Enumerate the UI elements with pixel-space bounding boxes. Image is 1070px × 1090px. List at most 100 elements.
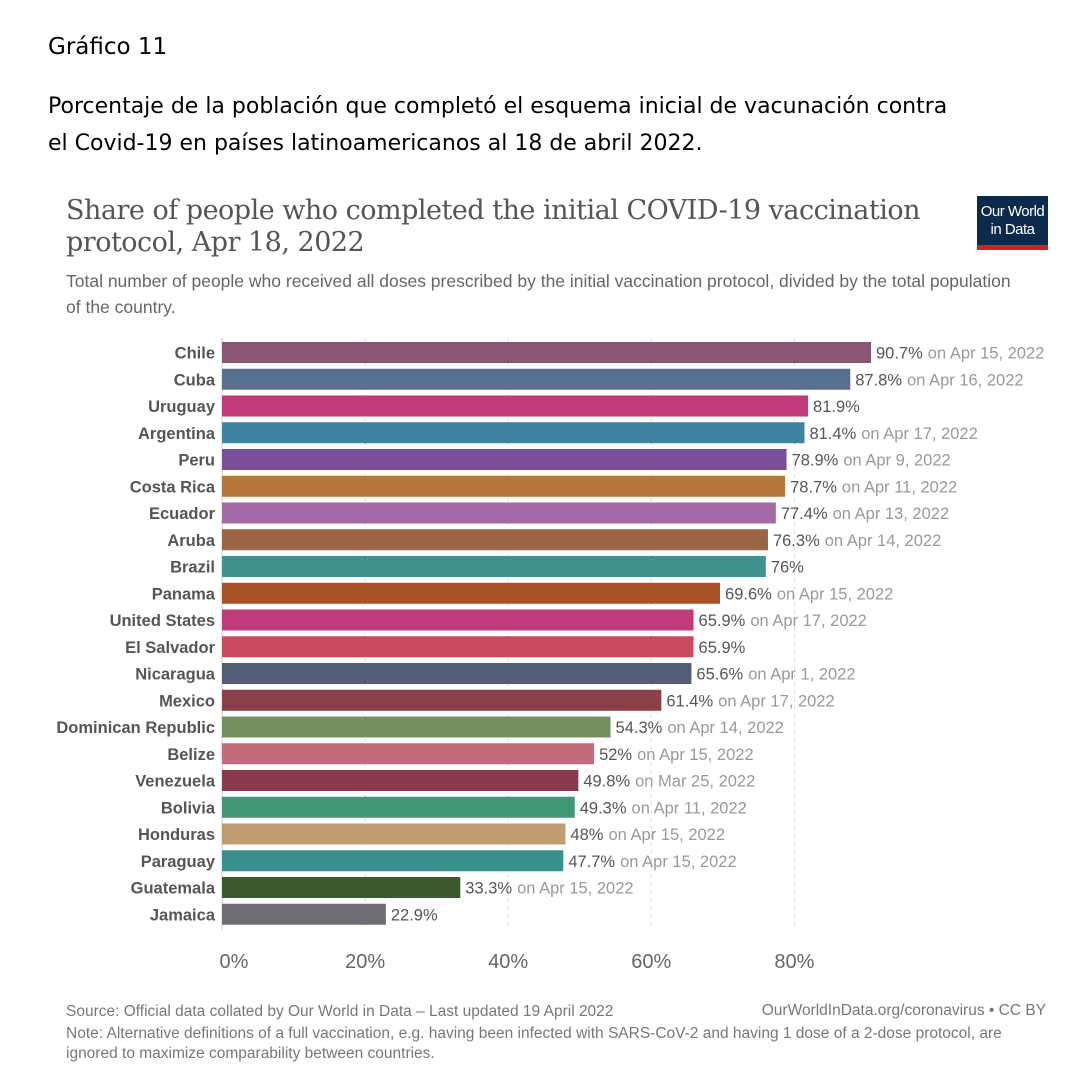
date-label: on Apr 11, 2022	[842, 478, 957, 496]
bar-chart: 0% 20% 40% 60% 80% Chile 90.7% on Apr 15, 2022 C…	[56, 338, 1045, 973]
bar-nicaragua	[222, 663, 692, 684]
value-label: 61.4%	[666, 692, 713, 710]
bar-bolivia	[222, 796, 575, 818]
category-label: Panama	[152, 585, 216, 603]
value-label: 52%	[599, 746, 632, 764]
bar-el-salvador	[222, 636, 694, 658]
value-label: 33.3%	[465, 880, 512, 898]
x-tick-label: 80%	[774, 951, 814, 973]
date-label: on Apr 9, 2022	[843, 452, 950, 470]
date-label: on Apr 13, 2022	[833, 505, 950, 523]
value-label: 69.6%	[725, 585, 772, 603]
date-label: on Apr 14, 2022	[825, 532, 942, 550]
date-label: on Apr 1, 2022	[748, 666, 855, 684]
category-label: Jamaica	[150, 906, 216, 924]
bar-peru	[222, 449, 787, 470]
date-label: on Apr 15, 2022	[620, 853, 737, 871]
date-label: on Apr 15, 2022	[777, 585, 894, 603]
value-label: 54.3%	[616, 719, 663, 737]
note-text: Note: Alternative definitions of a full …	[66, 1025, 1002, 1062]
category-label: United States	[110, 612, 215, 630]
category-label: Bolivia	[161, 799, 216, 817]
value-label: 76.3%	[773, 532, 820, 550]
category-label: Honduras	[138, 826, 215, 844]
value-label: 81.4%	[809, 425, 856, 443]
document-figure-label: Gráfico 11	[48, 34, 168, 60]
date-label: on Apr 15, 2022	[637, 746, 754, 764]
bar-belize	[222, 743, 595, 765]
bar-argentina	[222, 422, 805, 444]
bar-honduras	[222, 823, 566, 845]
category-label: Mexico	[159, 692, 215, 710]
category-label: Paraguay	[141, 853, 216, 871]
category-label: Peru	[178, 452, 215, 470]
value-label: 48%	[570, 826, 603, 844]
logo-text-line2: in Data	[990, 221, 1035, 238]
logo-text-line1: Our World	[980, 203, 1045, 220]
x-tick-label: 0%	[220, 951, 249, 973]
value-label: 78.9%	[792, 452, 839, 470]
value-label: 47.7%	[568, 853, 615, 871]
bar-paraguay	[222, 850, 564, 872]
category-label: Belize	[167, 746, 215, 764]
date-label: on Apr 15, 2022	[517, 880, 634, 898]
bar-brazil	[222, 556, 766, 577]
date-label: on Apr 15, 2022	[608, 826, 725, 844]
bar-uruguay	[222, 395, 809, 417]
x-tick-label: 20%	[345, 951, 385, 973]
category-label: Argentina	[138, 425, 216, 443]
category-label: Brazil	[170, 559, 215, 577]
category-label: Guatemala	[131, 880, 216, 898]
value-label: 65.9%	[699, 612, 746, 630]
chart-title: Share of people who completed the initia…	[66, 195, 921, 258]
document-figure-caption: Porcentaje de la población que completó …	[48, 94, 948, 156]
x-tick-label: 60%	[631, 951, 671, 973]
value-label: 49.3%	[580, 799, 627, 817]
bar-guatemala	[222, 877, 461, 898]
value-label: 81.9%	[813, 398, 860, 416]
bar-dominican-republic	[222, 716, 611, 738]
category-label: Venezuela	[135, 773, 216, 791]
value-label: 22.9%	[391, 906, 438, 924]
date-label: on Apr 14, 2022	[667, 719, 784, 737]
bar-chile	[222, 342, 871, 363]
bar-ecuador	[222, 502, 776, 524]
credit-link[interactable]: OurWorldInData.org/coronavirus • CC BY	[761, 1002, 1046, 1019]
value-label: 49.8%	[583, 773, 630, 791]
category-label: Nicaragua	[135, 666, 216, 684]
value-label: 65.9%	[699, 639, 746, 657]
bar-venezuela	[222, 770, 579, 791]
bar-mexico	[222, 689, 662, 711]
value-label: 87.8%	[855, 371, 902, 389]
category-label: Aruba	[167, 532, 215, 550]
value-label: 78.7%	[790, 478, 837, 496]
value-label: 65.6%	[696, 666, 743, 684]
date-label: on Apr 17, 2022	[750, 612, 867, 630]
bar-jamaica	[222, 903, 386, 925]
date-label: on Apr 17, 2022	[861, 425, 978, 443]
value-label: 76%	[771, 559, 804, 577]
x-tick-label: 40%	[488, 951, 528, 973]
date-label: on Mar 25, 2022	[635, 773, 755, 791]
category-label: Ecuador	[149, 505, 216, 523]
date-label: on Apr 16, 2022	[907, 371, 1024, 389]
bar-aruba	[222, 529, 768, 551]
value-label: 77.4%	[781, 505, 828, 523]
category-label: Uruguay	[148, 398, 216, 416]
bar-costa-rica	[222, 475, 786, 497]
chart-subtitle: Total number of people who received all …	[66, 271, 1011, 317]
date-label: on Apr 11, 2022	[632, 799, 747, 817]
category-label: Dominican Republic	[56, 719, 215, 737]
bar-panama	[222, 582, 721, 604]
category-label: Cuba	[174, 371, 216, 389]
owid-logo[interactable]: Our World in Data	[977, 196, 1048, 250]
bar-cuba	[222, 368, 851, 390]
category-label: Costa Rica	[130, 478, 216, 496]
date-label: on Apr 17, 2022	[718, 692, 835, 710]
date-label: on Apr 15, 2022	[928, 345, 1045, 363]
source-text: Source: Official data collated by Our Wo…	[66, 1003, 614, 1020]
category-label: El Salvador	[125, 639, 215, 657]
category-label: Chile	[175, 345, 215, 363]
bar-united-states	[222, 609, 694, 631]
value-label: 90.7%	[876, 345, 923, 363]
